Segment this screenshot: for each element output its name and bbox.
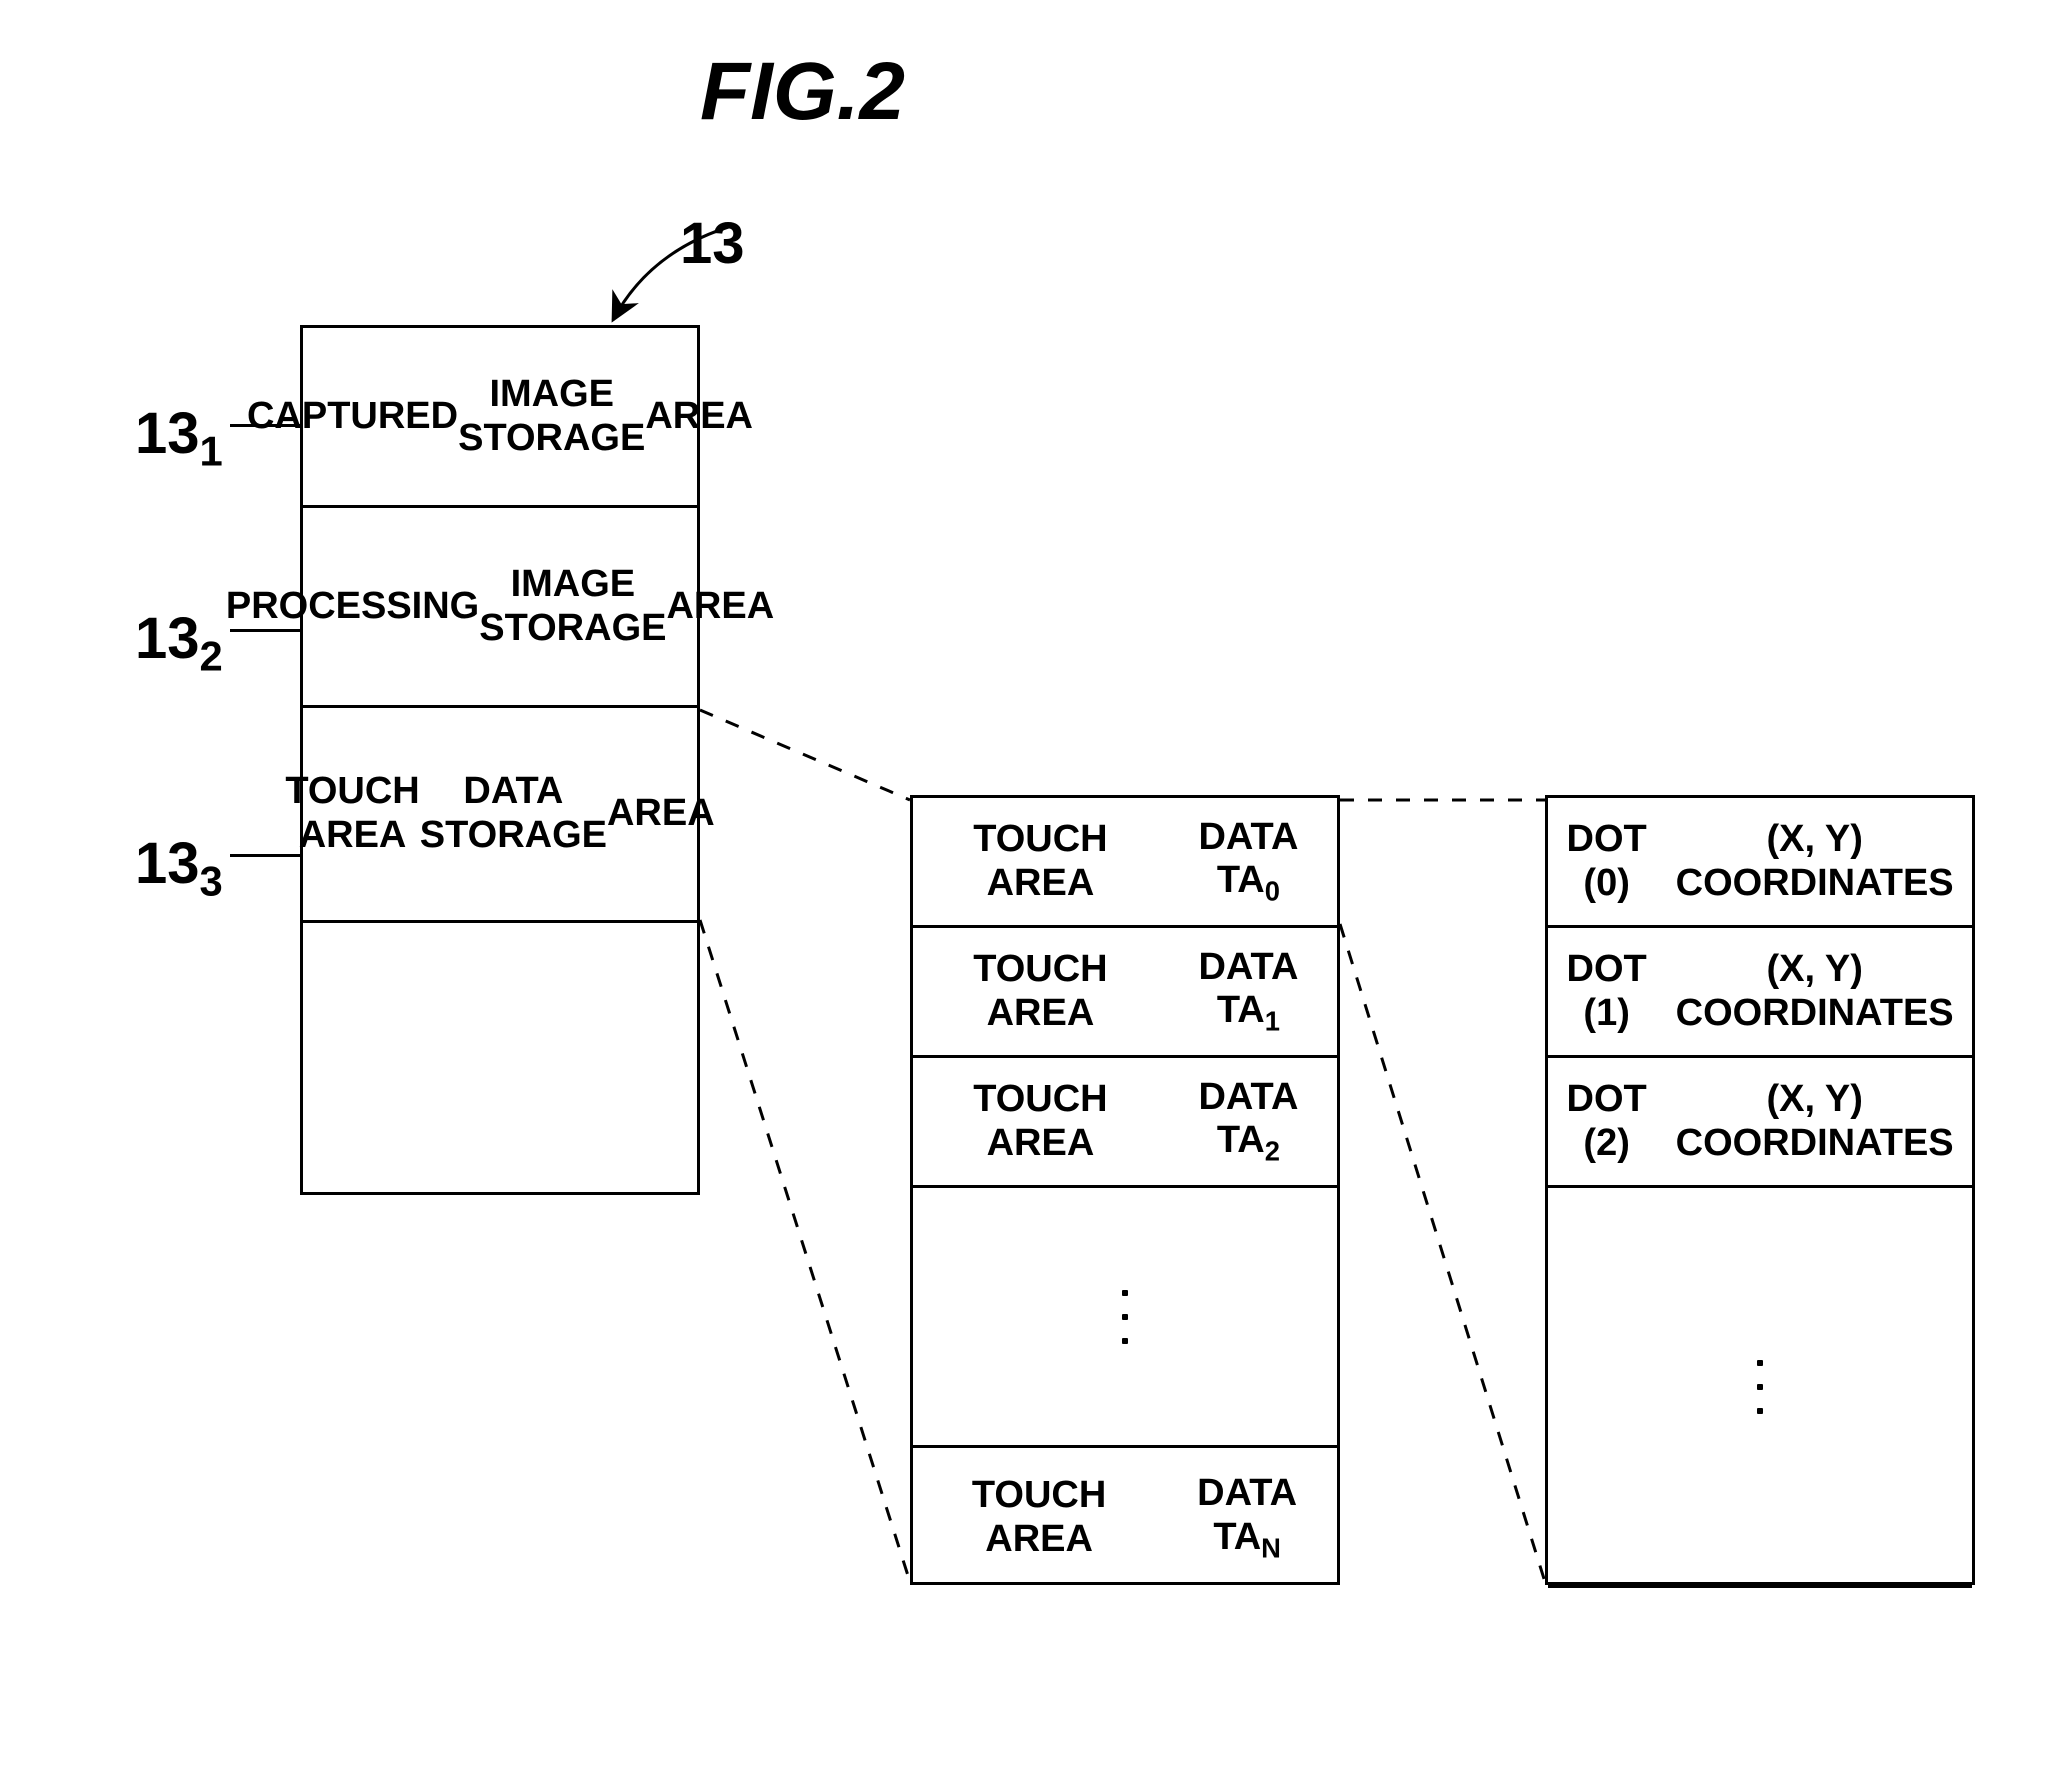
- cell: [303, 923, 697, 1198]
- ref-13-3-num: 13: [135, 831, 200, 896]
- cell: [913, 1188, 1337, 1448]
- cell: DOT (1)(X, Y) COORDINATES: [1548, 928, 1972, 1058]
- figure-title: FIG.2: [700, 45, 905, 139]
- touch-area-data-block: TOUCH AREADATA TA0TOUCH AREADATA TA1TOUC…: [910, 795, 1340, 1585]
- ref-13-1-sub: 1: [200, 428, 223, 475]
- cell: DOT (2)(X, Y) COORDINATES: [1548, 1058, 1972, 1188]
- ref-13-2-num: 13: [135, 606, 200, 671]
- cell: CAPTUREDIMAGE STORAGEAREA: [303, 328, 697, 508]
- ref-13-3-sub: 3: [200, 858, 223, 905]
- cell: DOT (0)(X, Y) COORDINATES: [1548, 798, 1972, 928]
- cell: TOUCH AREADATA TA0: [913, 798, 1337, 928]
- cell: PROCESSINGIMAGE STORAGEAREA: [303, 508, 697, 708]
- leader-13-2: [230, 629, 300, 632]
- cell: TOUCH AREADATA STORAGEAREA: [303, 708, 697, 923]
- storage-block: CAPTUREDIMAGE STORAGEAREAPROCESSINGIMAGE…: [300, 325, 700, 1195]
- cell: [1548, 1188, 1972, 1588]
- ref-13-1: 131: [135, 400, 223, 476]
- ref-13-2-sub: 2: [200, 633, 223, 680]
- cell: TOUCH AREADATA TAN: [913, 1448, 1337, 1588]
- ref-13: 13: [680, 210, 745, 277]
- ref-13-1-num: 13: [135, 401, 200, 466]
- cell: TOUCH AREADATA TA1: [913, 928, 1337, 1058]
- ref-13-2: 132: [135, 605, 223, 681]
- dot-coordinates-block: DOT (0)(X, Y) COORDINATESDOT (1)(X, Y) C…: [1545, 795, 1975, 1585]
- ref-13-3: 133: [135, 830, 223, 906]
- cell: TOUCH AREADATA TA2: [913, 1058, 1337, 1188]
